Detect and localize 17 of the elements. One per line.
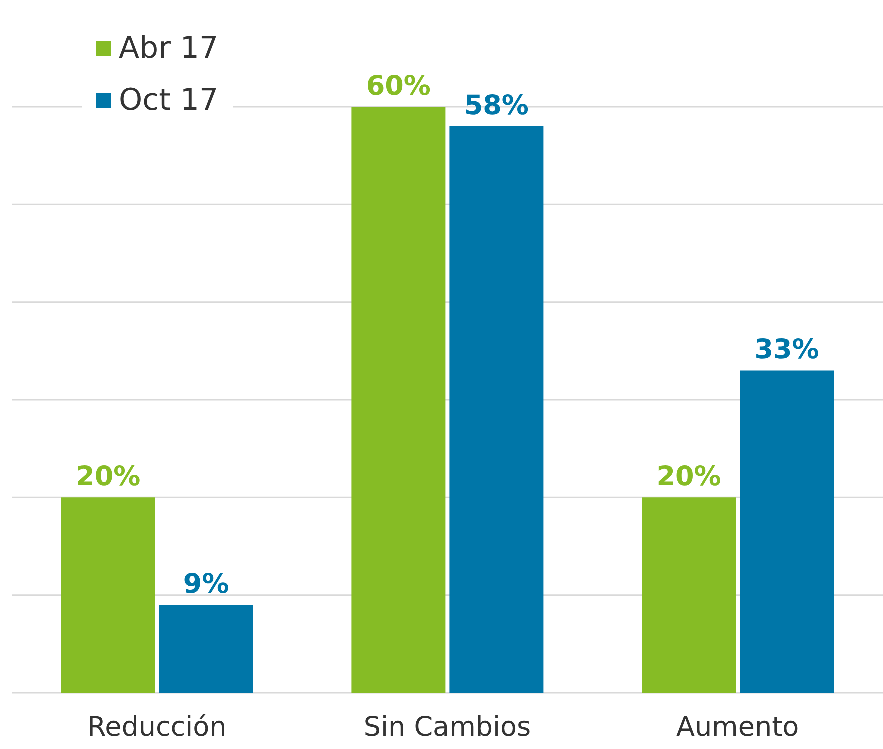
bar — [642, 498, 736, 693]
data-label: 60% — [366, 71, 432, 102]
data-label: 20% — [76, 462, 141, 493]
bar — [740, 370, 834, 693]
data-label: 58% — [464, 90, 530, 122]
data-label: 9% — [183, 569, 230, 600]
x-tick-label: Aumento — [676, 712, 800, 744]
data-label: 33% — [754, 334, 820, 366]
bar — [352, 107, 446, 693]
bar — [61, 498, 156, 693]
bar — [450, 126, 544, 693]
legend-label: Abr 17 — [119, 30, 219, 66]
x-tick-label: Reducción — [88, 712, 227, 744]
legend-label: Oct 17 — [119, 82, 219, 118]
x-tick-label: Sin Cambios — [364, 712, 532, 744]
bar — [159, 605, 254, 693]
data-label: 20% — [656, 462, 722, 493]
